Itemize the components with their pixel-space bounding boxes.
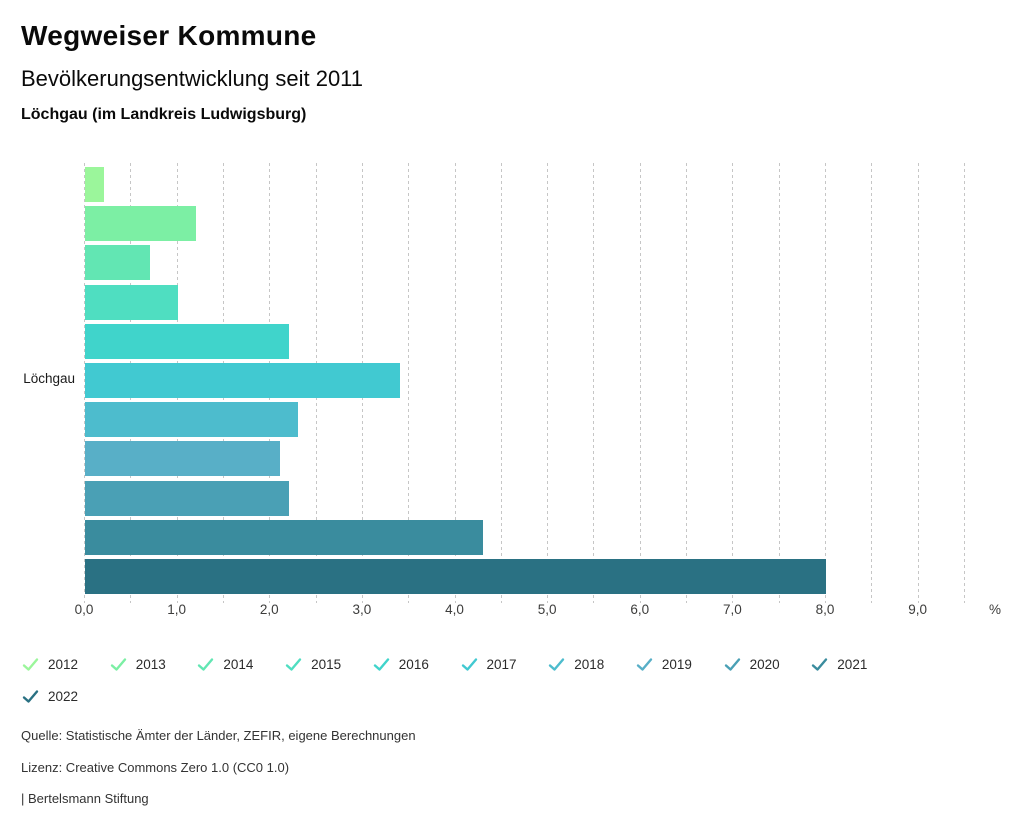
- legend-item-2021[interactable]: 2021: [811, 655, 867, 673]
- checkmark-icon: [110, 657, 126, 671]
- legend-item-2018[interactable]: 2018: [548, 655, 604, 673]
- checkmark-icon: [636, 657, 653, 671]
- gridline: [917, 163, 919, 603]
- legend-year-label: 2014: [223, 656, 254, 672]
- gridline: [686, 163, 688, 603]
- app-title: Wegweiser Kommune: [21, 20, 317, 51]
- bar-2015[interactable]: [85, 284, 178, 320]
- checkmark-icon: [548, 657, 565, 671]
- legend-year-label: 2022: [48, 688, 79, 704]
- legend-year-label: 2018: [574, 656, 605, 672]
- x-tick-label: 2,0: [259, 602, 279, 617]
- gridline: [500, 163, 502, 603]
- checkmark-icon: [22, 657, 39, 671]
- chart-location-subtitle: Löchgau (im Landkreis Ludwigsburg): [21, 106, 307, 123]
- legend-item-2012[interactable]: 2012: [22, 655, 78, 673]
- checkmark-icon: [198, 657, 214, 671]
- x-tick-label: 8,0: [815, 602, 835, 617]
- legend-year-label: 2021: [837, 656, 868, 672]
- legend-item-2015[interactable]: 2015: [285, 655, 341, 673]
- chart-title: Bevölkerungsentwicklung seit 2011: [21, 66, 364, 91]
- bar-chart-plot-area: [84, 163, 965, 603]
- legend-item-2022[interactable]: 2022: [22, 687, 78, 705]
- legend-year-label: 2019: [661, 656, 692, 672]
- bar-2018[interactable]: [85, 402, 299, 438]
- gridline: [408, 163, 410, 603]
- gridline: [871, 163, 873, 603]
- gridline: [639, 163, 641, 603]
- gridline: [732, 163, 734, 603]
- category-axis-label: Löchgau: [23, 371, 75, 386]
- bar-2017[interactable]: [85, 363, 400, 398]
- legend-year-label: 2013: [135, 656, 166, 672]
- legend-item-2016[interactable]: 2016: [373, 655, 429, 673]
- legend-year-label: 2020: [749, 656, 780, 672]
- x-tick-label: 3,0: [352, 602, 372, 617]
- gridline: [778, 163, 780, 603]
- x-tick-label: 4,0: [445, 602, 464, 617]
- legend-year-label: 2016: [398, 656, 429, 672]
- x-tick-label: 5,0: [537, 602, 557, 617]
- x-axis-unit-label: %: [988, 602, 1002, 617]
- checkmark-icon: [724, 657, 740, 671]
- bar-2022[interactable]: [85, 559, 827, 594]
- bar-2014[interactable]: [85, 245, 150, 281]
- legend-item-2019[interactable]: 2019: [636, 655, 692, 673]
- x-tick-label: 7,0: [723, 602, 742, 617]
- bar-2012[interactable]: [85, 167, 104, 202]
- legend-item-2017[interactable]: 2017: [461, 655, 517, 673]
- legend-item-2014[interactable]: 2014: [197, 655, 253, 673]
- legend-year-label: 2012: [48, 656, 79, 672]
- x-tick-label: 9,0: [908, 602, 928, 617]
- license-text: Lizenz: Creative Commons Zero 1.0 (CC0 1…: [21, 760, 290, 775]
- bar-2021[interactable]: [85, 519, 484, 555]
- gridline: [84, 163, 85, 603]
- attribution-text: | Bertelsmann Stiftung: [21, 791, 149, 806]
- bar-2013[interactable]: [85, 206, 197, 242]
- source-text: Quelle: Statistische Ämter der Länder, Z…: [21, 728, 416, 743]
- gridline: [825, 163, 827, 603]
- gridline: [547, 163, 549, 603]
- x-axis: 0,0 1,0 2,0 3,0 4,0 5,0 6,0 7,0 8,0 9,0%: [75, 602, 1024, 620]
- checkmark-icon: [461, 657, 477, 671]
- x-tick-label: 6,0: [630, 602, 650, 617]
- legend-year-label: 2017: [486, 656, 517, 672]
- x-tick-label: 1,0: [167, 602, 187, 617]
- legend-item-2013[interactable]: 2013: [110, 655, 166, 673]
- checkmark-icon: [22, 689, 39, 703]
- gridline: [454, 163, 456, 603]
- legend-year-label: 2015: [311, 656, 342, 672]
- checkmark-icon: [812, 657, 828, 671]
- bar-2020[interactable]: [85, 480, 289, 516]
- legend-item-2020[interactable]: 2020: [724, 655, 780, 673]
- checkmark-icon: [373, 657, 389, 671]
- legend: 2012 2013 2014 2015 2016 2017 2018 2019 2020 2021…: [0, 655, 1024, 719]
- gridline: [964, 163, 965, 603]
- checkmark-icon: [285, 657, 302, 671]
- x-tick-label: 0,0: [74, 602, 94, 617]
- bar-2016[interactable]: [85, 323, 289, 359]
- gridline: [593, 163, 595, 603]
- bar-2019[interactable]: [85, 441, 280, 477]
